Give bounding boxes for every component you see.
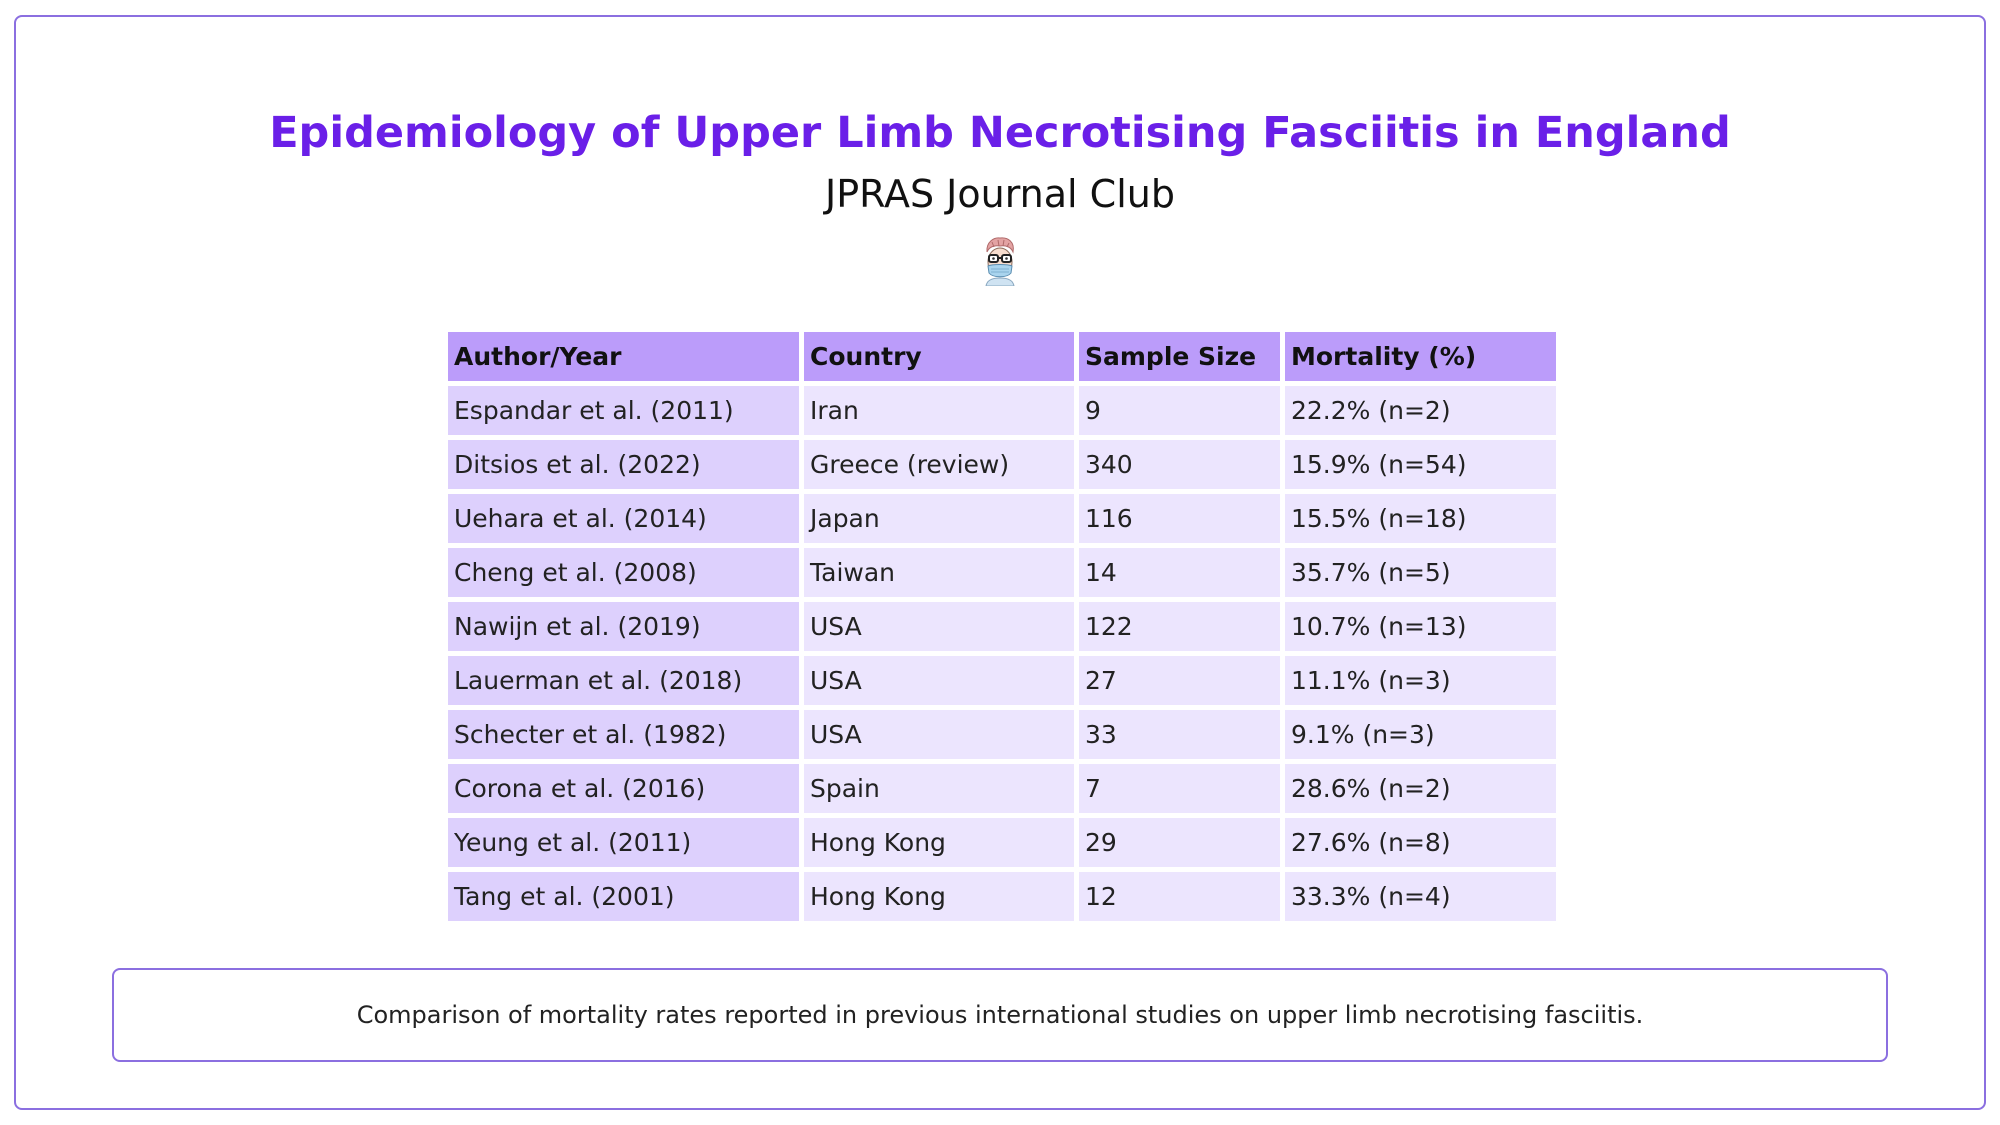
cell-sample-size: 7 [1079, 764, 1280, 813]
header-sample-size: Sample Size [1079, 332, 1280, 381]
table-row: Yeung et al. (2011) Hong Kong 29 27.6% (… [448, 818, 1556, 867]
cell-country: Hong Kong [804, 872, 1074, 921]
cell-mortality: 10.7% (n=13) [1285, 602, 1556, 651]
cell-sample-size: 33 [1079, 710, 1280, 759]
cell-sample-size: 29 [1079, 818, 1280, 867]
mortality-table: Author/Year Country Sample Size Mortalit… [443, 327, 1561, 926]
cell-mortality: 33.3% (n=4) [1285, 872, 1556, 921]
cell-mortality: 11.1% (n=3) [1285, 656, 1556, 705]
table-row: Uehara et al. (2014) Japan 116 15.5% (n=… [448, 494, 1556, 543]
cell-sample-size: 14 [1079, 548, 1280, 597]
cell-author-year: Lauerman et al. (2018) [448, 656, 799, 705]
cell-mortality: 28.6% (n=2) [1285, 764, 1556, 813]
cell-country: USA [804, 710, 1074, 759]
cell-country: USA [804, 656, 1074, 705]
page-title: Epidemiology of Upper Limb Necrotising F… [269, 108, 1731, 158]
cell-sample-size: 340 [1079, 440, 1280, 489]
cell-country: Spain [804, 764, 1074, 813]
cell-mortality: 35.7% (n=5) [1285, 548, 1556, 597]
cell-mortality: 15.5% (n=18) [1285, 494, 1556, 543]
cell-sample-size: 116 [1079, 494, 1280, 543]
table-row: Lauerman et al. (2018) USA 27 11.1% (n=3… [448, 656, 1556, 705]
cell-country: Greece (review) [804, 440, 1074, 489]
cell-country: Hong Kong [804, 818, 1074, 867]
cell-author-year: Corona et al. (2016) [448, 764, 799, 813]
cell-sample-size: 27 [1079, 656, 1280, 705]
cell-author-year: Schecter et al. (1982) [448, 710, 799, 759]
cell-author-year: Cheng et al. (2008) [448, 548, 799, 597]
cell-author-year: Uehara et al. (2014) [448, 494, 799, 543]
cell-sample-size: 122 [1079, 602, 1280, 651]
cell-mortality: 27.6% (n=8) [1285, 818, 1556, 867]
table-row: Espandar et al. (2011) Iran 9 22.2% (n=2… [448, 386, 1556, 435]
cell-author-year: Yeung et al. (2011) [448, 818, 799, 867]
cell-mortality: 22.2% (n=2) [1285, 386, 1556, 435]
cell-sample-size: 12 [1079, 872, 1280, 921]
cell-country: Taiwan [804, 548, 1074, 597]
table-row: Ditsios et al. (2022) Greece (review) 34… [448, 440, 1556, 489]
table-header-row: Author/Year Country Sample Size Mortalit… [448, 332, 1556, 381]
header-mortality: Mortality (%) [1285, 332, 1556, 381]
doctor-avatar-icon [985, 237, 1015, 286]
header-country: Country [804, 332, 1074, 381]
table-row: Tang et al. (2001) Hong Kong 12 33.3% (n… [448, 872, 1556, 921]
cell-country: USA [804, 602, 1074, 651]
cell-author-year: Espandar et al. (2011) [448, 386, 799, 435]
table-row: Nawijn et al. (2019) USA 122 10.7% (n=13… [448, 602, 1556, 651]
cell-mortality: 9.1% (n=3) [1285, 710, 1556, 759]
cell-author-year: Nawijn et al. (2019) [448, 602, 799, 651]
cell-author-year: Tang et al. (2001) [448, 872, 799, 921]
cell-mortality: 15.9% (n=54) [1285, 440, 1556, 489]
table-row: Schecter et al. (1982) USA 33 9.1% (n=3) [448, 710, 1556, 759]
table-caption: Comparison of mortality rates reported i… [356, 1001, 1644, 1029]
cell-country: Iran [804, 386, 1074, 435]
page-subtitle: JPRAS Journal Club [825, 172, 1175, 216]
header-author-year: Author/Year [448, 332, 799, 381]
table-row: Corona et al. (2016) Spain 7 28.6% (n=2) [448, 764, 1556, 813]
caption-box: Comparison of mortality rates reported i… [112, 968, 1888, 1062]
cell-country: Japan [804, 494, 1074, 543]
cell-author-year: Ditsios et al. (2022) [448, 440, 799, 489]
table-row: Cheng et al. (2008) Taiwan 14 35.7% (n=5… [448, 548, 1556, 597]
cell-sample-size: 9 [1079, 386, 1280, 435]
